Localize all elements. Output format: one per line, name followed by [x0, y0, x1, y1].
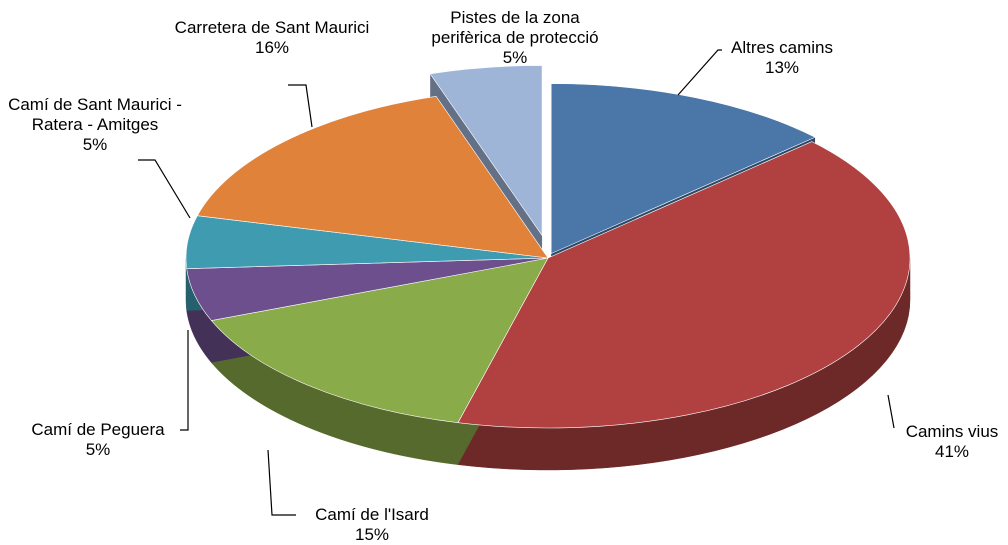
value-label: 5% — [502, 48, 528, 67]
category-label: Carretera de Sant Maurici — [174, 18, 370, 37]
slice — [550, 83, 816, 255]
slice — [196, 95, 549, 259]
value-label: 13% — [764, 58, 800, 77]
data-label: Altres camins 13% — [707, 38, 857, 78]
data-label: Pistes de la zona perifèrica de protecci… — [430, 8, 600, 68]
value-label: 5% — [82, 135, 108, 154]
slice — [210, 257, 549, 423]
category-label: Camí de Peguera — [31, 420, 165, 439]
category-label: Camí de l'Isard — [315, 505, 429, 524]
slice — [457, 141, 911, 429]
leaders — [138, 49, 895, 516]
category-label: Altres camins — [730, 38, 834, 57]
leader-line — [288, 84, 313, 128]
leader-line — [677, 49, 722, 96]
value-label: 41% — [934, 442, 970, 461]
data-label: Camí de Peguera 5% — [3, 420, 193, 460]
category-label: Camins vius — [905, 422, 999, 441]
data-label: Camins vius 41% — [892, 422, 1008, 462]
data-label: Camí de l'Isard 15% — [282, 505, 462, 545]
leader-line — [138, 159, 191, 219]
data-label: Carretera de Sant Maurici 16% — [172, 18, 372, 58]
leader-line — [267, 449, 296, 516]
slice — [429, 65, 543, 237]
category-label: Camí de Sant Maurici - Ratera - Amitges — [8, 95, 182, 134]
value-label: 16% — [254, 38, 290, 57]
value-label: 5% — [85, 440, 111, 459]
category-label: Pistes de la zona perifèrica de protecci… — [431, 8, 599, 47]
leader-line — [887, 394, 895, 429]
slice-tops — [185, 65, 911, 429]
data-label: Camí de Sant Maurici - Ratera - Amitges 5… — [5, 95, 185, 155]
leader-line — [180, 330, 189, 431]
value-label: 15% — [354, 525, 390, 544]
